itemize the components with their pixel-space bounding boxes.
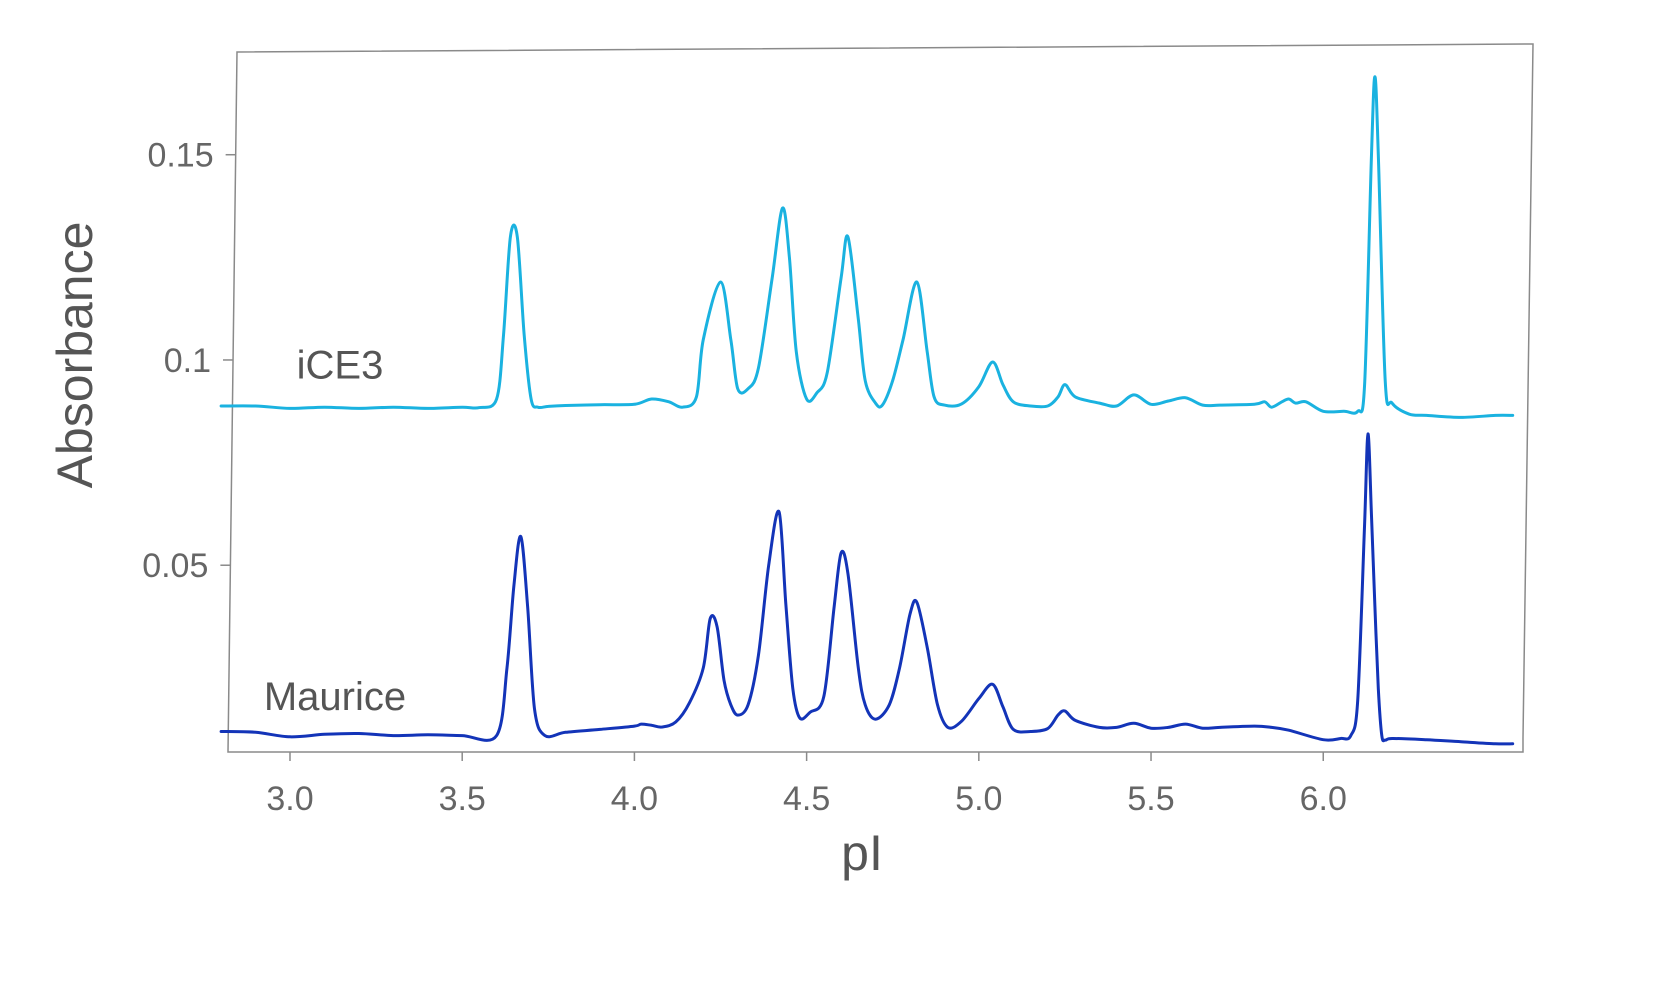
- x-tick-label: 5.0: [955, 780, 1002, 818]
- plot-area: [219, 43, 1534, 753]
- y-axis-title: Absorbance: [47, 222, 103, 489]
- x-tick-label: 3.5: [439, 780, 486, 818]
- series-labels: iCE3 Maurice: [264, 343, 406, 719]
- series-line-ice3: [219, 75, 1515, 419]
- plot-frame: [227, 43, 1534, 753]
- series-line-maurice: [219, 432, 1515, 746]
- x-tick-label: 4.5: [783, 780, 830, 818]
- series-layer: [219, 75, 1515, 746]
- x-tick-label: 5.5: [1127, 780, 1174, 818]
- y-tick-label: 0.1: [164, 342, 211, 380]
- y-tick-label: 0.05: [142, 547, 208, 585]
- series-label-ice3: iCE3: [297, 343, 384, 387]
- y-tick-label: 0.15: [147, 137, 213, 175]
- x-tick-label: 6.0: [1300, 780, 1347, 818]
- x-axis-title: pI: [841, 825, 883, 881]
- x-tick-label: 4.0: [611, 780, 658, 818]
- x-tick-label: 3.0: [266, 780, 313, 818]
- x-axis: 3.0 3.5 4.0 4.5 5.0 5.5 6.0: [266, 752, 1347, 818]
- series-label-maurice: Maurice: [264, 675, 406, 719]
- y-axis: 0.05 0.1 0.15: [142, 137, 236, 585]
